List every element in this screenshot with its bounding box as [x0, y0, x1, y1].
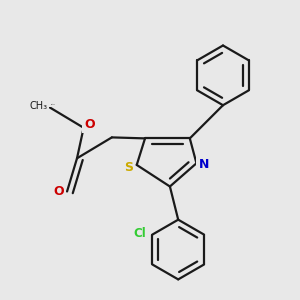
Text: O: O — [84, 118, 95, 131]
Text: methoxy: methoxy — [42, 103, 49, 105]
Text: Cl: Cl — [134, 227, 146, 240]
Text: S: S — [124, 161, 133, 174]
Text: methyl: methyl — [50, 104, 55, 105]
Text: O: O — [53, 185, 64, 198]
Text: CH₃: CH₃ — [29, 101, 47, 111]
Text: N: N — [199, 158, 209, 171]
